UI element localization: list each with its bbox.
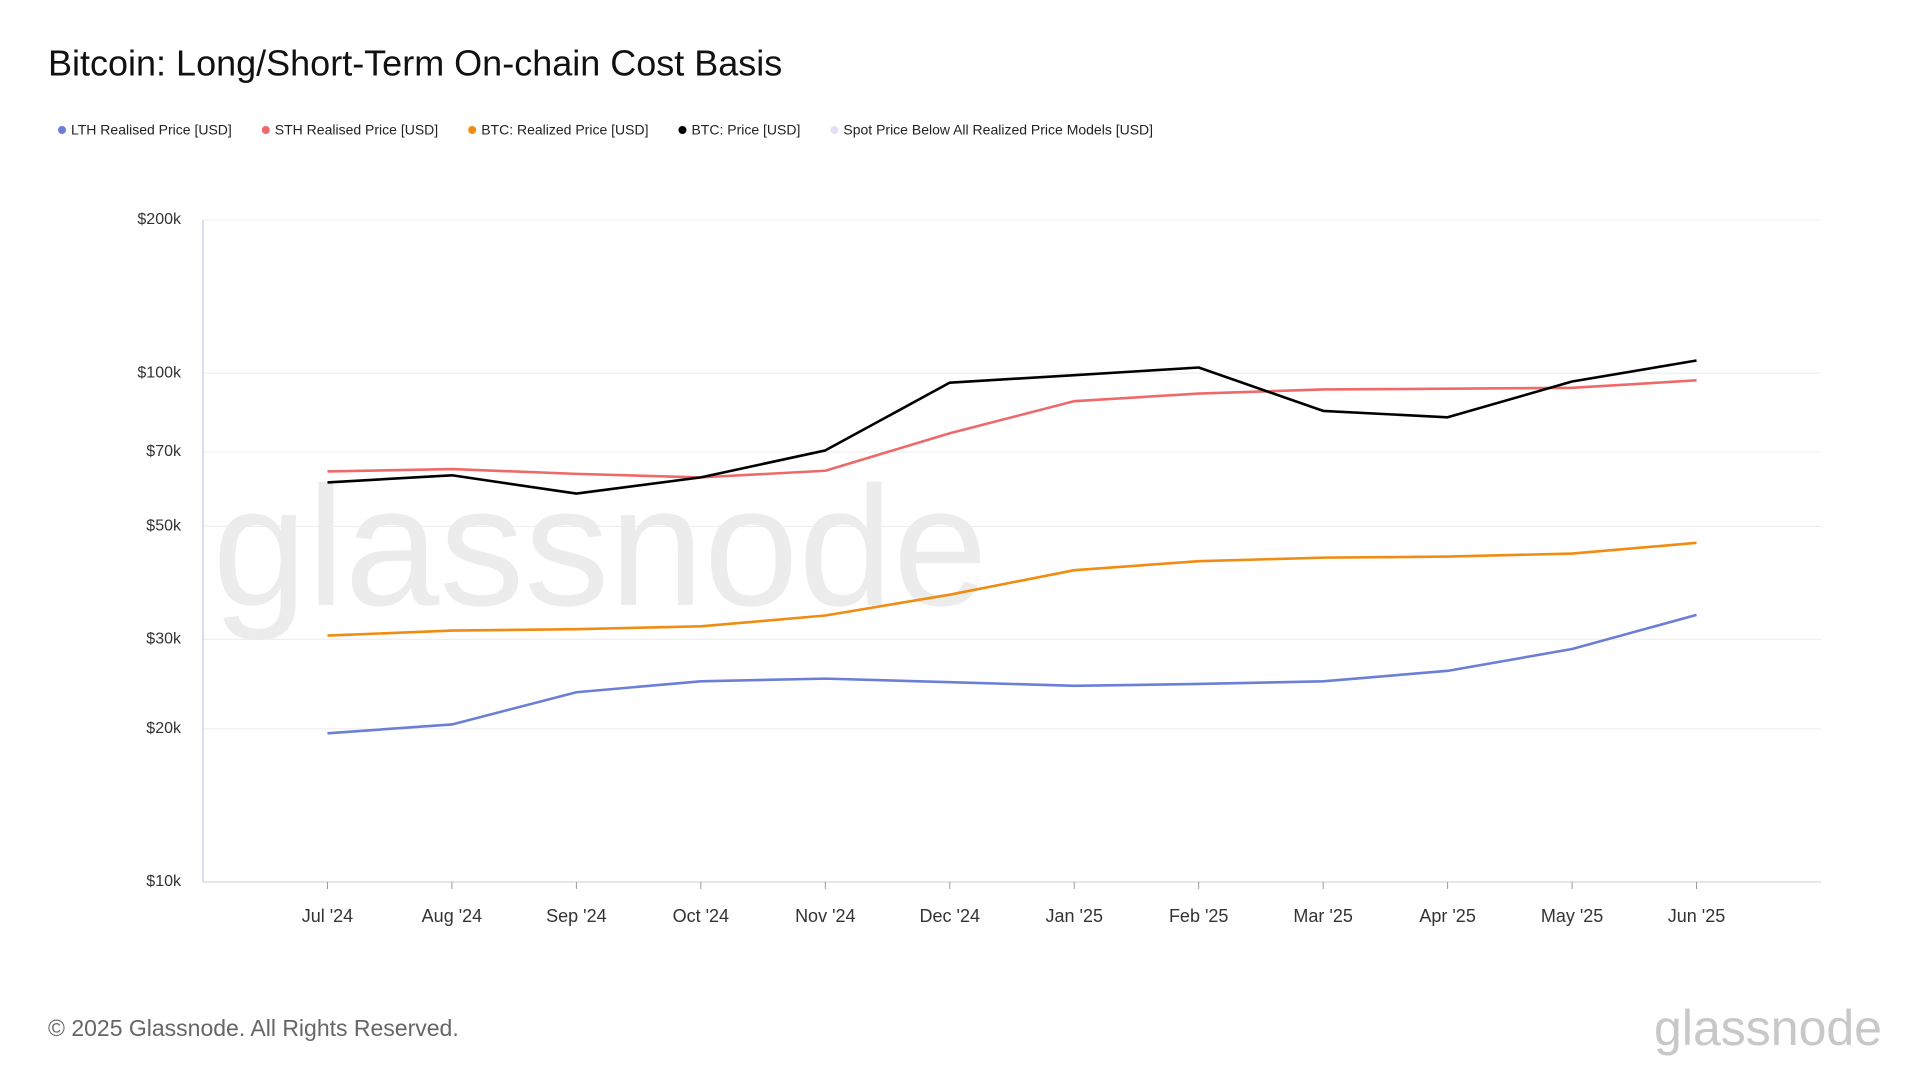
y-tick-label: $100k: [137, 364, 182, 381]
footer: © 2025 Glassnode. All Rights Reserved.: [48, 1015, 459, 1041]
legend-label: STH Realised Price [USD]: [275, 122, 438, 138]
x-tick-label: May '25: [1541, 906, 1603, 926]
chart-title: Bitcoin: Long/Short-Term On-chain Cost B…: [48, 43, 782, 84]
x-tick-label: Nov '24: [795, 906, 855, 926]
series-line: [327, 541, 1697, 637]
y-tick-label: $50k: [146, 518, 182, 535]
y-tick-label: $20k: [146, 720, 182, 737]
series-line: [327, 359, 1697, 495]
legend-marker: [678, 126, 687, 134]
watermark: glassnode: [212, 452, 987, 642]
x-tick-label: Feb '25: [1169, 906, 1228, 926]
x-tick-label: Apr '25: [1419, 906, 1475, 926]
x-tick-label: Jun '25: [1668, 906, 1725, 926]
logo: glassnode: [1654, 1000, 1882, 1056]
legend-marker: [468, 126, 477, 134]
x-tick-label: Mar '25: [1293, 906, 1352, 926]
x-tick-label: Oct '24: [673, 906, 729, 926]
x-tick-label: Aug '24: [422, 906, 483, 926]
y-tick-label: $10k: [146, 873, 182, 890]
y-tick-label: $30k: [146, 630, 182, 647]
legend-label: BTC: Price [USD]: [691, 122, 800, 138]
x-tick-label: Jan '25: [1045, 906, 1102, 926]
series-line: [327, 379, 1697, 479]
legend-label: BTC: Realized Price [USD]: [481, 122, 648, 138]
x-tick-label: Sep '24: [546, 906, 607, 926]
legend-marker: [261, 126, 270, 134]
y-tick-label: $200k: [137, 211, 182, 228]
legend-marker: [830, 126, 839, 134]
series-line: [327, 613, 1697, 735]
x-tick-label: Jul '24: [302, 906, 353, 926]
legend-label: Spot Price Below All Realized Price Mode…: [843, 122, 1153, 138]
legend-marker: [58, 126, 66, 134]
x-tick-label: Dec '24: [920, 906, 980, 926]
y-tick-label: $70k: [146, 443, 182, 460]
legend-label: LTH Realised Price [USD]: [71, 122, 232, 138]
